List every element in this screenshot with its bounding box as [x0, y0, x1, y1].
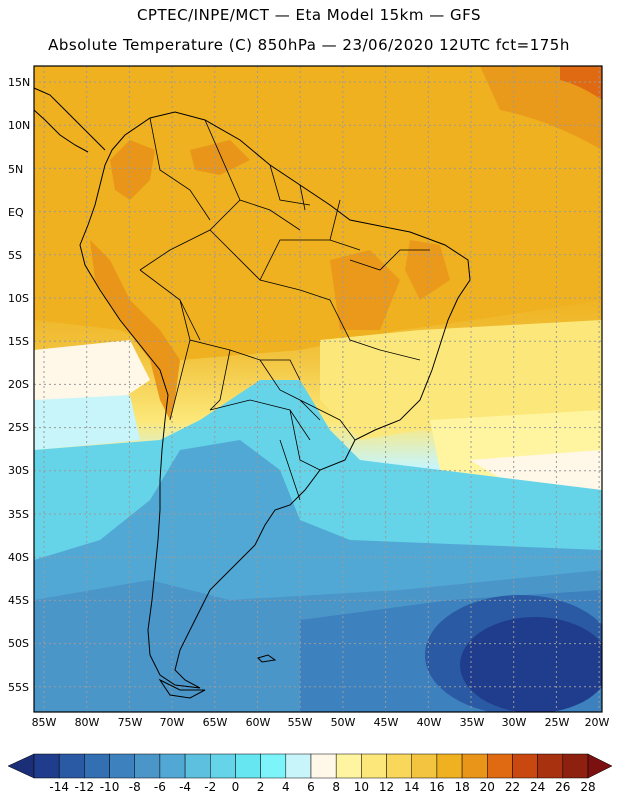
lat-label: 20S [8, 378, 29, 391]
lat-label: EQ [8, 206, 24, 219]
lon-label: 20W [585, 716, 610, 729]
colorbar-tick-label: -10 [100, 780, 120, 794]
colorbar-tick-label: -8 [129, 780, 141, 794]
lat-label: 30S [8, 464, 29, 477]
colorbar-swatch [387, 754, 412, 778]
colorbar-swatch [512, 754, 537, 778]
colorbar-high-arrow [588, 754, 612, 778]
lon-label: 80W [75, 716, 100, 729]
colorbar-tick-label: 22 [505, 780, 520, 794]
lat-label: 45S [8, 594, 29, 607]
lon-label: 50W [331, 716, 356, 729]
colorbar-tick-label: 20 [480, 780, 495, 794]
colorbar-swatch [59, 754, 84, 778]
colorbar-tick-label: 26 [555, 780, 570, 794]
lon-label: 30W [502, 716, 527, 729]
lat-label: 15N [8, 76, 30, 89]
lon-label: 35W [460, 716, 485, 729]
colorbar-swatch [487, 754, 512, 778]
colorbar-tick-label: 18 [454, 780, 469, 794]
lat-label: 40S [8, 551, 29, 564]
temperature-map [0, 0, 618, 800]
lat-label: 35S [8, 508, 29, 521]
colorbar-tick-label: 4 [282, 780, 290, 794]
colorbar-swatch [311, 754, 336, 778]
colorbar-tick-label: -2 [204, 780, 216, 794]
colorbar-swatch [210, 754, 235, 778]
colorbar [0, 748, 618, 780]
colorbar-tick-label: -12 [75, 780, 95, 794]
lon-label: 75W [118, 716, 143, 729]
colorbar-tick-label: 10 [354, 780, 369, 794]
lon-label: 25W [545, 716, 570, 729]
colorbar-swatch [462, 754, 487, 778]
colorbar-swatch [160, 754, 185, 778]
lon-label: 45W [374, 716, 399, 729]
lon-label: 40W [417, 716, 442, 729]
lon-label: 65W [203, 716, 228, 729]
colorbar-swatch [110, 754, 135, 778]
colorbar-low-arrow [8, 754, 34, 778]
colorbar-swatch [261, 754, 286, 778]
colorbar-swatch [34, 754, 59, 778]
colorbar-tick-label: 28 [580, 780, 595, 794]
lat-label: 10S [8, 292, 29, 305]
colorbar-swatch [286, 754, 311, 778]
colorbar-swatch [437, 754, 462, 778]
lon-label: 70W [160, 716, 185, 729]
lon-label: 60W [246, 716, 271, 729]
colorbar-tick-label: 24 [530, 780, 545, 794]
colorbar-swatch [336, 754, 361, 778]
colorbar-swatch [235, 754, 260, 778]
colorbar-tick-label: 6 [307, 780, 315, 794]
colorbar-tick-label: -4 [179, 780, 191, 794]
lat-label: 15S [8, 335, 29, 348]
colorbar-swatch [84, 754, 109, 778]
lat-label: 5N [8, 163, 23, 176]
colorbar-tick-label: 14 [404, 780, 419, 794]
colorbar-tick-label: -6 [154, 780, 166, 794]
colorbar-swatch [361, 754, 386, 778]
colorbar-tick-label: -14 [49, 780, 69, 794]
lat-label: 5S [8, 249, 22, 262]
temperature-field [34, 66, 615, 715]
lat-label: 10N [8, 119, 30, 132]
lat-label: 55S [8, 681, 29, 694]
colorbar-tick-label: 16 [429, 780, 444, 794]
lon-label: 55W [288, 716, 313, 729]
colorbar-swatch [185, 754, 210, 778]
colorbar-tick-label: 12 [379, 780, 394, 794]
lon-label: 85W [32, 716, 57, 729]
colorbar-swatch [412, 754, 437, 778]
lat-label: 25S [8, 421, 29, 434]
colorbar-tick-label: 2 [257, 780, 265, 794]
colorbar-tick-label: 0 [232, 780, 240, 794]
colorbar-swatch [538, 754, 563, 778]
colorbar-swatch [563, 754, 588, 778]
lat-label: 50S [8, 637, 29, 650]
colorbar-tick-label: 8 [332, 780, 340, 794]
colorbar-swatch [135, 754, 160, 778]
